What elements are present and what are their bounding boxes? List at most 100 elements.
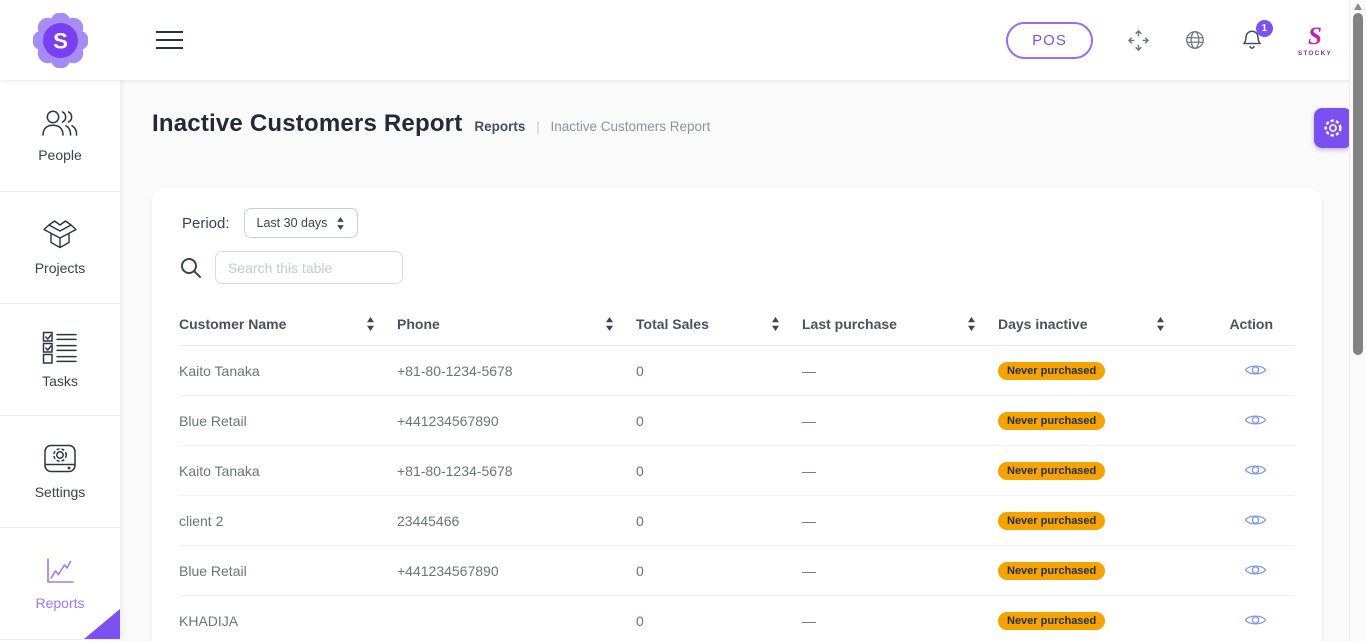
cell-customer: Blue Retail	[179, 395, 397, 446]
cell-customer: Kaito Tanaka	[179, 345, 397, 396]
svg-text:S: S	[53, 28, 68, 53]
cell-customer: client 2	[179, 495, 397, 546]
table-search-input[interactable]	[215, 251, 403, 284]
cell-phone	[397, 595, 636, 641]
sidebar-item-label: People	[38, 147, 82, 163]
cell-total-sales: 0	[636, 445, 802, 496]
scrollbar-thumb[interactable]	[1353, 13, 1363, 355]
cell-phone: +81-80-1234-5678	[397, 445, 636, 496]
view-action-button[interactable]	[1244, 461, 1285, 480]
sidebar-item-label: Reports	[35, 595, 85, 611]
scrollbar-up-arrow[interactable]	[1354, 3, 1362, 10]
sort-icon[interactable]	[967, 317, 976, 331]
col-action: Action	[1229, 316, 1273, 332]
col-total-sales[interactable]: Total Sales	[636, 306, 802, 346]
sidebar-nav: People Projects Tasks	[0, 80, 120, 641]
search-row	[179, 251, 1295, 284]
language-button[interactable]	[1184, 29, 1206, 51]
fullscreen-button[interactable]	[1127, 29, 1150, 52]
cell-last-purchase: —	[802, 545, 998, 596]
device-settings-icon	[44, 444, 76, 473]
sidebar-item-reports[interactable]: Reports	[0, 528, 120, 640]
sidebar-item-label: Tasks	[42, 372, 78, 389]
view-action-button[interactable]	[1244, 561, 1285, 580]
sort-icon[interactable]	[1156, 317, 1165, 331]
select-arrows-icon	[337, 216, 345, 230]
main-content: Inactive Customers Report Reports | Inac…	[120, 80, 1349, 641]
flower-logo-icon: S	[32, 12, 88, 68]
sort-icon[interactable]	[605, 317, 614, 331]
days-inactive-badge: Never purchased	[998, 362, 1106, 380]
breadcrumb-section[interactable]: Reports	[474, 119, 526, 134]
svg-text:S: S	[1308, 23, 1322, 49]
people-icon	[42, 110, 78, 136]
cell-total-sales: 0	[636, 345, 802, 396]
days-inactive-badge: Never purchased	[998, 462, 1106, 480]
period-filter-row: Period: Last 30 days	[179, 208, 1295, 238]
col-customer-name[interactable]: Customer Name	[179, 306, 397, 346]
eye-icon	[1244, 365, 1267, 375]
eye-icon	[1244, 515, 1267, 525]
sidebar-item-projects[interactable]: Projects	[0, 192, 120, 304]
pos-button[interactable]: POS	[1006, 21, 1093, 59]
sidebar-item-tasks[interactable]: Tasks	[0, 304, 120, 416]
cell-phone: +81-80-1234-5678	[397, 345, 636, 396]
breadcrumb-current: Inactive Customers Report	[550, 119, 711, 134]
search-icon	[181, 257, 201, 278]
breadcrumb: Reports | Inactive Customers Report	[474, 119, 710, 134]
stocky-s-icon: S	[1308, 23, 1322, 49]
view-action-button[interactable]	[1244, 611, 1285, 630]
cell-total-sales: 0	[636, 495, 802, 546]
cell-last-purchase: —	[802, 395, 998, 446]
brand-name-label: STOCKY	[1297, 50, 1332, 57]
period-label: Period:	[182, 214, 230, 232]
open-box-icon	[43, 220, 77, 249]
sidebar-item-label: Settings	[34, 484, 86, 500]
page-header: Inactive Customers Report Reports | Inac…	[120, 80, 1349, 138]
days-inactive-badge: Never purchased	[998, 512, 1106, 530]
cell-total-sales: 0	[636, 545, 802, 596]
days-inactive-badge: Never purchased	[998, 412, 1106, 430]
stocky-brand-logo[interactable]: S STOCKY	[1298, 23, 1332, 57]
sort-icon[interactable]	[771, 317, 780, 331]
bell-icon	[1242, 30, 1261, 49]
cell-customer: Kaito Tanaka	[179, 445, 397, 496]
cell-phone: +441234567890	[397, 545, 636, 596]
line-chart-icon	[47, 558, 74, 583]
table-row: Kaito Tanaka +81-80-1234-5678 0 — Never …	[179, 445, 1295, 496]
view-action-button[interactable]	[1244, 361, 1285, 380]
gear-icon	[1324, 119, 1342, 137]
app-logo[interactable]: S	[0, 12, 120, 68]
theme-settings-button[interactable]	[1314, 108, 1352, 148]
period-select[interactable]: Last 30 days	[243, 208, 359, 238]
sidebar-item-people[interactable]: People	[0, 80, 120, 192]
cell-customer: Blue Retail	[179, 545, 397, 596]
cell-last-purchase: —	[802, 495, 998, 546]
cell-customer: KHADIJA	[179, 595, 397, 641]
days-inactive-badge: Never purchased	[998, 612, 1106, 631]
sidebar-item-settings[interactable]: Settings	[0, 416, 120, 528]
sort-icon[interactable]	[366, 317, 375, 331]
eye-icon	[1244, 615, 1267, 625]
col-phone[interactable]: Phone	[397, 306, 636, 346]
checklist-icon	[42, 331, 77, 364]
inactive-customers-table: Customer Name Phone Total Sales Las	[179, 306, 1295, 641]
cell-total-sales: 0	[636, 395, 802, 446]
table-row: client 2 23445466 0 — Never purchased	[179, 495, 1295, 546]
cell-last-purchase: —	[802, 595, 998, 641]
view-action-button[interactable]	[1244, 411, 1285, 430]
col-days-inactive[interactable]: Days inactive	[998, 306, 1187, 346]
eye-icon	[1244, 415, 1267, 425]
notification-count-badge: 1	[1255, 20, 1273, 37]
eye-icon	[1244, 565, 1267, 575]
menu-toggle-button[interactable]	[152, 27, 187, 53]
table-header-row: Customer Name Phone Total Sales Las	[179, 306, 1295, 346]
notifications-button[interactable]: 1	[1240, 20, 1273, 52]
sidebar-item-label: Projects	[34, 260, 86, 276]
page-scrollbar[interactable]	[1349, 0, 1366, 641]
days-inactive-badge: Never purchased	[998, 562, 1106, 580]
cell-total-sales: 0	[636, 595, 802, 641]
col-last-purchase[interactable]: Last purchase	[802, 306, 998, 346]
view-action-button[interactable]	[1244, 511, 1285, 530]
